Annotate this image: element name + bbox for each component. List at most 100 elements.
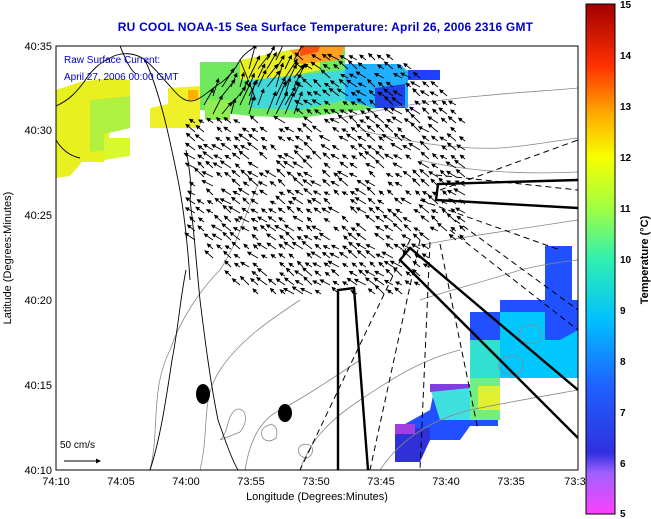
current-vector (347, 249, 358, 259)
current-vector (213, 214, 223, 223)
current-vector (275, 62, 285, 88)
current-vector (216, 126, 223, 133)
current-vector (455, 207, 466, 214)
current-vector (341, 191, 349, 196)
current-vector (375, 123, 385, 133)
current-vector (284, 54, 292, 70)
current-vector (383, 260, 394, 268)
current-note-line1: Raw Surface Current: (64, 55, 160, 66)
current-vector (183, 152, 196, 160)
current-vector (428, 171, 439, 178)
current-vector (270, 144, 277, 151)
current-vector (381, 134, 394, 142)
current-vector (223, 116, 232, 124)
current-vector (399, 72, 412, 79)
current-vector (421, 253, 430, 259)
current-vector (358, 269, 367, 277)
current-vector (296, 74, 304, 79)
current-vector (233, 253, 241, 259)
current-vector (241, 127, 250, 133)
current-vector (293, 149, 304, 160)
current-vector (373, 114, 385, 124)
current-vector (223, 250, 232, 259)
current-vector (294, 280, 304, 286)
y-tick-label: 40:10 (24, 465, 52, 477)
current-vector (329, 252, 340, 259)
current-vector (324, 271, 331, 277)
current-vector (438, 107, 448, 115)
current-vector (356, 179, 367, 187)
current-vector (205, 209, 214, 214)
current-vector (277, 154, 286, 160)
current-vector (459, 234, 466, 241)
current-vector (341, 245, 349, 250)
current-vector (386, 208, 394, 214)
current-vector (277, 178, 286, 187)
current-vector (332, 126, 340, 133)
current-vector (419, 168, 430, 178)
current-vector (450, 226, 457, 232)
current-vector (347, 232, 358, 241)
current-vector (211, 233, 223, 241)
current-vector (266, 51, 277, 70)
current-vector (358, 262, 367, 268)
colorbar-label: Temperature (°C) (639, 215, 651, 304)
current-vector (288, 262, 295, 268)
current-vector (377, 91, 385, 97)
current-vector (291, 286, 304, 295)
current-vector (242, 197, 250, 205)
current-vector (288, 253, 295, 259)
current-vector (391, 116, 403, 124)
current-vector (197, 217, 205, 223)
current-vector (318, 232, 331, 241)
current-note-line2: April 27, 2006 00:00 GMT (64, 72, 179, 83)
current-vector (375, 253, 385, 259)
current-vector (224, 270, 232, 277)
current-vector (257, 52, 271, 70)
current-vector (339, 109, 349, 115)
current-vector (366, 107, 376, 115)
current-vector (256, 276, 268, 286)
current-vector (439, 155, 448, 160)
current-vector (338, 177, 349, 187)
current-vector (341, 128, 349, 133)
current-vector (312, 190, 322, 196)
current-vector (403, 118, 412, 124)
y-tick-label: 40:15 (24, 380, 52, 392)
current-vector (410, 81, 421, 88)
current-vector (269, 180, 277, 187)
current-vector (231, 278, 241, 286)
current-vector (365, 132, 376, 142)
current-vector (446, 133, 457, 142)
current-vector (358, 119, 367, 124)
x-tick-label: 73:40 (432, 476, 460, 488)
current-vector (234, 218, 241, 223)
current-vector (401, 234, 412, 241)
current-vector (341, 215, 349, 223)
current-vector (322, 63, 331, 70)
current-vector (259, 224, 268, 232)
current-vector (427, 116, 439, 124)
current-vector (410, 122, 421, 133)
current-vector (456, 215, 466, 223)
current-vector (266, 242, 277, 250)
current-vector (277, 207, 286, 214)
current-vector (408, 142, 421, 151)
current-vector (394, 173, 403, 178)
current-vector (354, 197, 367, 205)
current-vector (302, 179, 313, 187)
current-vector (355, 71, 367, 79)
current-vector (421, 107, 430, 115)
current-vector (319, 279, 331, 286)
current-vector (188, 118, 196, 124)
y-tick-label: 40:25 (24, 210, 52, 222)
current-vector (412, 233, 421, 241)
current-vector (442, 190, 448, 196)
current-vector (278, 191, 286, 196)
current-vector (303, 116, 313, 124)
current-vector (248, 80, 257, 106)
current-vector (276, 168, 286, 178)
current-vector (420, 215, 430, 223)
current-vector (394, 287, 403, 295)
current-vector (251, 190, 259, 196)
